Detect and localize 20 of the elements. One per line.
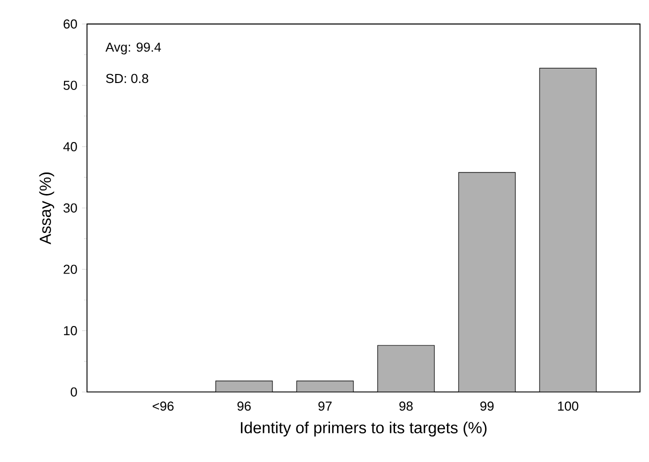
y-axis-title: Assay (%): [39, 172, 54, 244]
y-tick-label: 40: [63, 142, 77, 152]
x-tick-label: <96: [152, 402, 174, 411]
bar: [378, 345, 434, 392]
annotation: SD: 0.8: [106, 74, 148, 84]
y-tick-label: 10: [64, 326, 77, 336]
y-tick-label: 30: [64, 203, 77, 213]
x-tick-label: 98: [399, 402, 413, 411]
annotation: Avg: 99.4: [105, 42, 161, 54]
x-tick-label: 99: [480, 402, 494, 411]
x-tick-label: 96: [237, 402, 251, 411]
y-tick-label: 60: [64, 19, 77, 29]
y-tick-label: 0: [70, 387, 77, 397]
x-axis-title: Identity of primers to its targets (%): [240, 422, 487, 437]
bar: [458, 172, 516, 392]
bar: [539, 68, 597, 392]
x-tick-label: 100: [558, 402, 578, 411]
x-tick-label: 97: [318, 402, 332, 411]
y-tick-label: 50: [64, 80, 77, 90]
y-tick-label: 20: [64, 264, 77, 274]
